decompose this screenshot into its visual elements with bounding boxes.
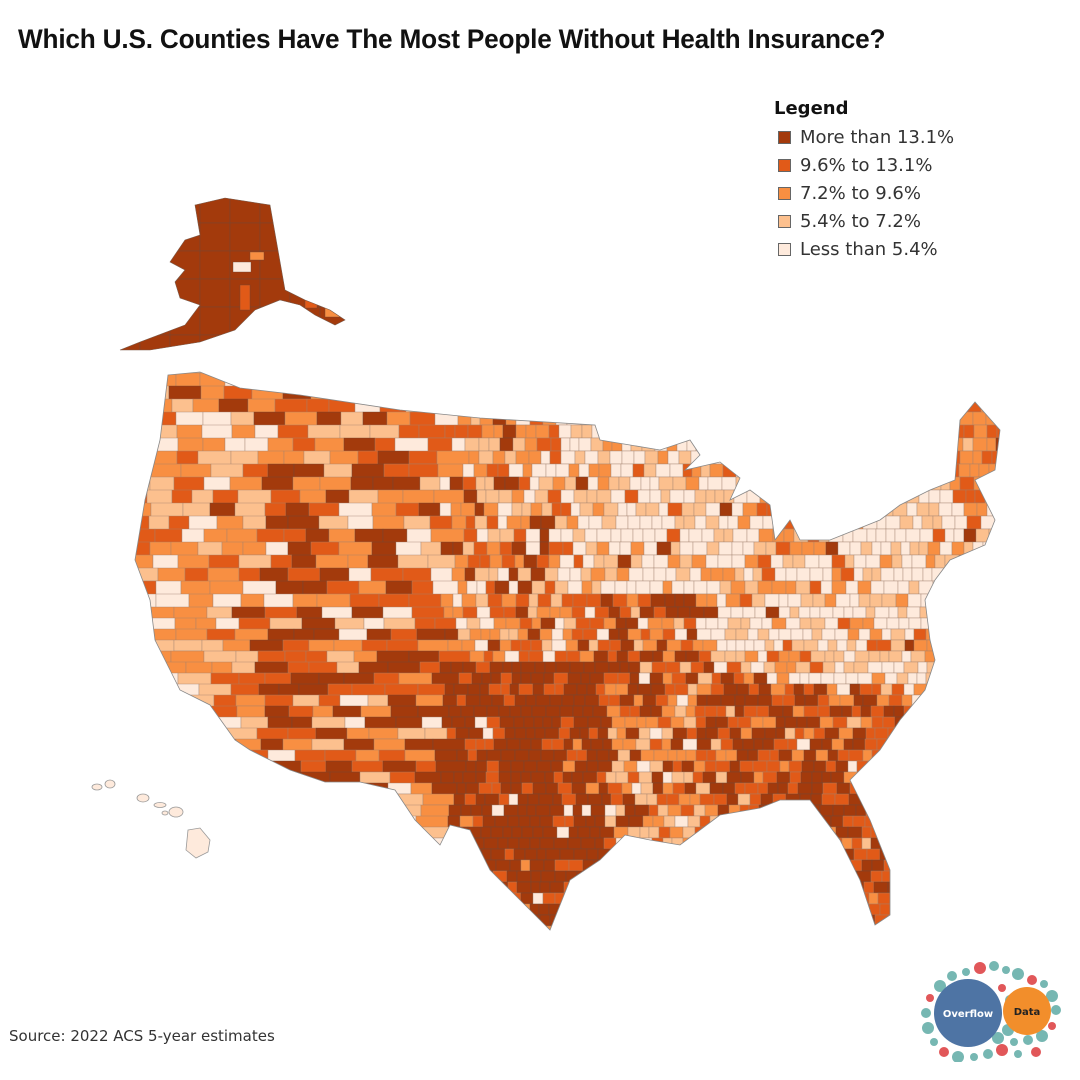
legend-swatch bbox=[778, 130, 791, 144]
legend-item-more-than-13-1[interactable]: More than 13.1% bbox=[774, 123, 954, 151]
legend-label: 7.2% to 9.6% bbox=[800, 182, 921, 204]
logo-overflow-circle bbox=[934, 979, 1002, 1047]
hawaii-counties bbox=[91, 779, 211, 859]
overflow-data-logo[interactable]: Overflow Data bbox=[918, 958, 1064, 1062]
legend-swatch bbox=[778, 186, 791, 200]
legend-label: More than 13.1% bbox=[800, 126, 955, 148]
legend-item-5-4-to-7-2[interactable]: 5.4% to 7.2% bbox=[774, 207, 954, 235]
legend-swatch bbox=[778, 242, 791, 256]
legend: Legend More than 13.1% 9.6% to 13.1% 7.2… bbox=[774, 98, 954, 263]
logo-data-text: Data bbox=[1014, 1007, 1041, 1018]
legend-title: Legend bbox=[774, 98, 849, 119]
logo-data-circle bbox=[1003, 987, 1051, 1035]
legend-item-less-than-5-4[interactable]: Less than 5.4% bbox=[774, 235, 954, 263]
alaska-counties bbox=[120, 198, 345, 350]
logo-overflow-text: Overflow bbox=[943, 1009, 993, 1020]
legend-label: Less than 5.4% bbox=[800, 238, 938, 260]
legend-swatch bbox=[778, 214, 791, 228]
legend-item-7-2-to-9-6[interactable]: 7.2% to 9.6% bbox=[774, 179, 954, 207]
legend-label: 5.4% to 7.2% bbox=[800, 210, 921, 232]
legend-item-9-6-to-13-1[interactable]: 9.6% to 13.1% bbox=[774, 151, 954, 179]
source-note: Source: 2022 ACS 5-year estimates bbox=[9, 1027, 275, 1045]
logo-dots-decoration bbox=[921, 961, 1061, 1062]
page-title: Which U.S. Counties Have The Most People… bbox=[18, 24, 886, 54]
legend-swatch bbox=[778, 158, 791, 172]
legend-label: 9.6% to 13.1% bbox=[800, 154, 933, 176]
